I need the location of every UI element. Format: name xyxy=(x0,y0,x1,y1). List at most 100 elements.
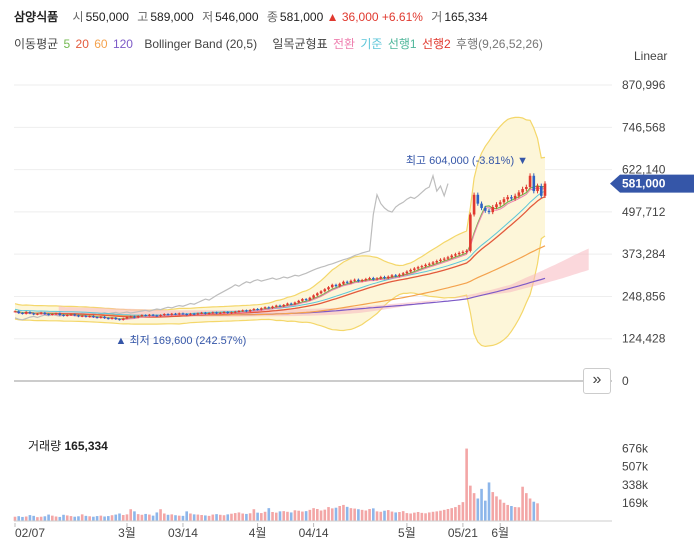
candle xyxy=(435,261,439,263)
volume-bar xyxy=(398,512,401,521)
candle xyxy=(170,313,174,315)
candle xyxy=(446,257,450,259)
candle xyxy=(342,281,345,284)
volume-axis-label: 338k xyxy=(622,478,649,492)
volume-bar xyxy=(289,512,293,521)
lagging-label[interactable]: 후행(9,26,52,26) xyxy=(456,37,543,51)
candle xyxy=(454,254,457,256)
volume-bar xyxy=(233,513,237,521)
volume-bar xyxy=(525,493,528,521)
volume-bar xyxy=(319,510,323,521)
ma60-label[interactable]: 60 xyxy=(94,37,108,51)
volume-bar xyxy=(282,511,286,521)
volume-bar xyxy=(162,513,166,521)
conversion-label[interactable]: 전환 xyxy=(332,37,356,51)
candle xyxy=(80,315,84,317)
volume-bar xyxy=(301,511,304,521)
volume-bar xyxy=(439,510,442,521)
scale-mode-toggle[interactable]: Linear xyxy=(634,49,668,63)
candle xyxy=(431,262,435,264)
candle xyxy=(99,316,103,318)
open-label: 시 xyxy=(72,10,84,24)
candle xyxy=(28,312,32,314)
volume-bar xyxy=(170,514,174,521)
volume-bar xyxy=(349,508,353,521)
volume-bar xyxy=(181,515,185,521)
candle xyxy=(155,315,159,317)
volume-bar xyxy=(308,509,312,521)
candle xyxy=(69,314,73,316)
volume-bar xyxy=(103,516,106,521)
candle xyxy=(405,271,409,274)
ma-label[interactable]: 이동평균 xyxy=(14,37,59,51)
x-tick-label: 02/07 xyxy=(15,526,45,540)
candle xyxy=(383,277,386,279)
candle xyxy=(480,203,483,209)
span1-label[interactable]: 선행1 xyxy=(387,37,417,51)
volume-bar xyxy=(420,512,424,521)
candle xyxy=(327,287,330,290)
candle xyxy=(476,194,480,204)
candle xyxy=(345,281,349,283)
ichimoku-label[interactable]: 일목균형표 xyxy=(272,37,328,51)
volume-bar xyxy=(84,515,88,521)
volume-chart[interactable]: 676k 507k 338k 169k 02/07 3월 03/14 4월 04/14 5월 05… xyxy=(0,426,700,551)
volume-bar xyxy=(513,507,517,521)
candle xyxy=(110,317,114,319)
volume-bar xyxy=(222,515,226,521)
candle xyxy=(39,312,43,314)
candle xyxy=(58,313,62,316)
volume-bar xyxy=(118,513,121,521)
current-price-tag xyxy=(610,174,694,193)
candle xyxy=(181,313,185,315)
candle xyxy=(88,316,91,318)
volume-bar xyxy=(256,512,259,521)
candle xyxy=(316,293,319,296)
price-chart[interactable]: 0 124,428 248,856 373,284 497,712 622,140 746,… xyxy=(0,0,700,420)
ma5-label[interactable]: 5 xyxy=(63,37,71,51)
volume-bar xyxy=(528,498,532,521)
volume-bar xyxy=(330,508,334,521)
candle xyxy=(286,303,289,305)
low-label: 저 xyxy=(202,10,214,24)
volume-bar xyxy=(260,513,263,521)
volume-bar xyxy=(278,511,282,521)
candle xyxy=(386,276,390,279)
volume-bar xyxy=(32,515,35,521)
volume-bar xyxy=(472,493,476,521)
x-tick-label: 04/14 xyxy=(299,526,329,540)
volume-bar xyxy=(304,511,308,521)
volume-bar xyxy=(487,482,491,521)
candle xyxy=(424,264,427,267)
volume-bar xyxy=(446,509,450,521)
candle xyxy=(204,312,207,314)
candle xyxy=(409,269,412,272)
high-value: 589,000 xyxy=(150,10,194,24)
volume-bar xyxy=(237,512,241,521)
span2-label[interactable]: 선행2 xyxy=(421,37,451,51)
volume-bar xyxy=(155,512,159,521)
candle xyxy=(498,202,502,205)
volume-bar xyxy=(510,506,513,521)
volume-bar xyxy=(390,511,394,521)
volume-bar xyxy=(517,507,521,521)
candle xyxy=(472,194,476,215)
candle xyxy=(189,313,192,315)
candle xyxy=(21,313,24,315)
candle xyxy=(513,195,517,199)
bollinger-label[interactable]: Bollinger Band (20,5) xyxy=(144,37,258,51)
candle xyxy=(413,268,416,270)
volume-bar xyxy=(148,514,151,521)
volume-bar xyxy=(461,502,465,521)
base-label[interactable]: 기준 xyxy=(360,37,383,51)
volume-bar xyxy=(69,516,73,521)
ma120-label[interactable]: 120 xyxy=(112,37,133,51)
volume-bar xyxy=(372,508,375,521)
candle xyxy=(13,311,17,313)
ma20-label[interactable]: 20 xyxy=(75,37,89,51)
open-value: 550,000 xyxy=(85,10,129,24)
stock-name: 삼양식품 xyxy=(14,10,59,24)
candle xyxy=(125,317,129,319)
bollinger-band-fill xyxy=(15,117,545,347)
scroll-right-button[interactable]: » xyxy=(583,368,611,394)
